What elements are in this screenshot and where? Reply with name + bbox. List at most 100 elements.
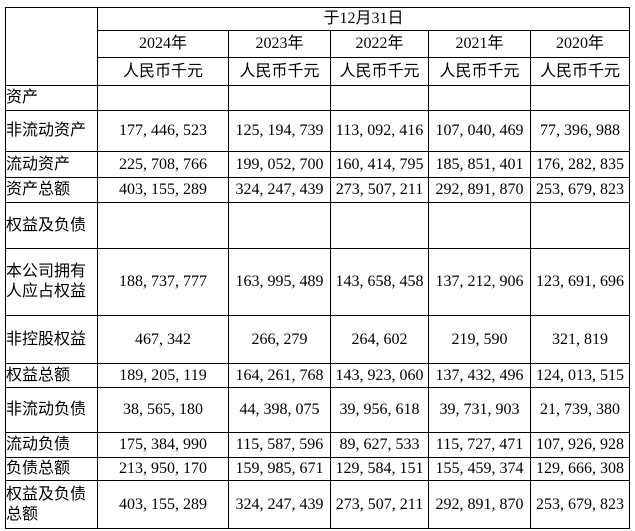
year-header-cell: 2020年 xyxy=(531,31,630,58)
table-row: 非控股权益 467, 342 266, 279 264, 602 219, 590 321… xyxy=(6,316,630,364)
row-label-cell: 资产 xyxy=(6,86,98,111)
year-header-cell: 2024年 xyxy=(98,31,229,58)
value-cell: 188, 737, 777 xyxy=(98,249,229,316)
value-cell: 292, 891, 870 xyxy=(429,178,531,203)
value-cell xyxy=(331,203,429,249)
value-cell: 177, 446, 523 xyxy=(98,111,229,152)
value-cell: 321, 819 xyxy=(531,316,630,364)
value-cell: 264, 602 xyxy=(331,316,429,364)
value-cell xyxy=(531,86,630,111)
value-cell: 175, 384, 990 xyxy=(98,433,229,458)
value-cell: 164, 261, 768 xyxy=(229,364,331,388)
value-cell: 253, 679, 823 xyxy=(531,178,630,203)
value-cell: 467, 342 xyxy=(98,316,229,364)
value-cell xyxy=(429,86,531,111)
value-cell: 143, 658, 458 xyxy=(331,249,429,316)
table-row: 权益及负债总额 403, 155, 289 324, 247, 439 273, 50… xyxy=(6,481,630,529)
value-cell xyxy=(331,86,429,111)
value-cell: 115, 727, 471 xyxy=(429,433,531,458)
row-label-cell: 权益及负债 xyxy=(6,203,98,249)
value-cell: 155, 459, 374 xyxy=(429,458,531,481)
corner-cell xyxy=(6,8,98,86)
section-row: 资产 xyxy=(6,86,630,111)
row-label-cell: 非控股权益 xyxy=(6,316,98,364)
row-label-cell: 非流动负债 xyxy=(6,388,98,433)
table-row: 非流动负债 38, 565, 180 44, 398, 075 39, 956, 61… xyxy=(6,388,630,433)
table-row: 权益总额 189, 205, 119 164, 261, 768 143, 923, … xyxy=(6,364,630,388)
unit-header-cell: 人民币千元 xyxy=(98,58,229,86)
value-cell: 273, 507, 211 xyxy=(331,178,429,203)
value-cell: 273, 507, 211 xyxy=(331,481,429,529)
year-header-cell: 2021年 xyxy=(429,31,531,58)
value-cell xyxy=(98,203,229,249)
year-header-cell: 2023年 xyxy=(229,31,331,58)
table-row: 本公司拥有人应占权益 188, 737, 777 163, 995, 489 143,… xyxy=(6,249,630,316)
value-cell: 129, 666, 308 xyxy=(531,458,630,481)
value-cell: 324, 247, 439 xyxy=(229,178,331,203)
value-cell: 160, 414, 795 xyxy=(331,152,429,178)
value-cell: 115, 587, 596 xyxy=(229,433,331,458)
value-cell: 176, 282, 835 xyxy=(531,152,630,178)
value-cell: 39, 956, 618 xyxy=(331,388,429,433)
unit-header-row: 人民币千元 人民币千元 人民币千元 人民币千元 人民币千元 xyxy=(6,58,630,86)
value-cell: 225, 708, 766 xyxy=(98,152,229,178)
value-cell: 163, 995, 489 xyxy=(229,249,331,316)
value-cell: 38, 565, 180 xyxy=(98,388,229,433)
year-header-row: 2024年 2023年 2022年 2021年 2020年 xyxy=(6,31,630,58)
value-cell: 403, 155, 289 xyxy=(98,178,229,203)
unit-header-cell: 人民币千元 xyxy=(331,58,429,86)
value-cell: 129, 584, 151 xyxy=(331,458,429,481)
value-cell: 125, 194, 739 xyxy=(229,111,331,152)
date-header-row: 于12月31日 xyxy=(6,8,630,86)
value-cell: 199, 052, 700 xyxy=(229,152,331,178)
value-cell: 266, 279 xyxy=(229,316,331,364)
value-cell: 77, 396, 988 xyxy=(531,111,630,152)
date-header-cell: 于12月31日 xyxy=(98,8,630,31)
value-cell: 403, 155, 289 xyxy=(98,481,229,529)
table-row: 流动负债 175, 384, 990 115, 587, 596 89, 627, 5… xyxy=(6,433,630,458)
value-cell: 21, 739, 380 xyxy=(531,388,630,433)
value-cell xyxy=(531,203,630,249)
value-cell: 39, 731, 903 xyxy=(429,388,531,433)
table-row: 非流动资产 177, 446, 523 125, 194, 739 113, 092,… xyxy=(6,111,630,152)
value-cell: 189, 205, 119 xyxy=(98,364,229,388)
value-cell xyxy=(98,86,229,111)
value-cell: 185, 851, 401 xyxy=(429,152,531,178)
value-cell: 107, 040, 469 xyxy=(429,111,531,152)
table-row: 流动资产 225, 708, 766 199, 052, 700 160, 414, … xyxy=(6,152,630,178)
value-cell: 292, 891, 870 xyxy=(429,481,531,529)
value-cell: 89, 627, 533 xyxy=(331,433,429,458)
value-cell: 143, 923, 060 xyxy=(331,364,429,388)
value-cell: 137, 432, 496 xyxy=(429,364,531,388)
year-header-cell: 2022年 xyxy=(331,31,429,58)
financial-table: 于12月31日 2024年 2023年 2022年 2021年 2020年 人民… xyxy=(5,7,630,529)
value-cell xyxy=(229,203,331,249)
value-cell: 124, 013, 515 xyxy=(531,364,630,388)
row-label-cell: 负债总额 xyxy=(6,458,98,481)
unit-header-cell: 人民币千元 xyxy=(429,58,531,86)
value-cell xyxy=(229,86,331,111)
value-cell: 44, 398, 075 xyxy=(229,388,331,433)
row-label-cell: 本公司拥有人应占权益 xyxy=(6,249,98,316)
row-label-cell: 非流动资产 xyxy=(6,111,98,152)
row-label-cell: 权益及负债总额 xyxy=(6,481,98,529)
value-cell: 213, 950, 170 xyxy=(98,458,229,481)
row-label-cell: 流动资产 xyxy=(6,152,98,178)
value-cell: 324, 247, 439 xyxy=(229,481,331,529)
value-cell: 219, 590 xyxy=(429,316,531,364)
value-cell: 159, 985, 671 xyxy=(229,458,331,481)
value-cell: 113, 092, 416 xyxy=(331,111,429,152)
value-cell xyxy=(429,203,531,249)
unit-header-cell: 人民币千元 xyxy=(229,58,331,86)
row-label-cell: 权益总额 xyxy=(6,364,98,388)
value-cell: 107, 926, 928 xyxy=(531,433,630,458)
row-label-cell: 资产总额 xyxy=(6,178,98,203)
table-row: 资产总额 403, 155, 289 324, 247, 439 273, 507, … xyxy=(6,178,630,203)
value-cell: 137, 212, 906 xyxy=(429,249,531,316)
section-row: 权益及负债 xyxy=(6,203,630,249)
row-label-cell: 流动负债 xyxy=(6,433,98,458)
value-cell: 123, 691, 696 xyxy=(531,249,630,316)
table-row: 负债总额 213, 950, 170 159, 985, 671 129, 584, … xyxy=(6,458,630,481)
unit-header-cell: 人民币千元 xyxy=(531,58,630,86)
value-cell: 253, 679, 823 xyxy=(531,481,630,529)
